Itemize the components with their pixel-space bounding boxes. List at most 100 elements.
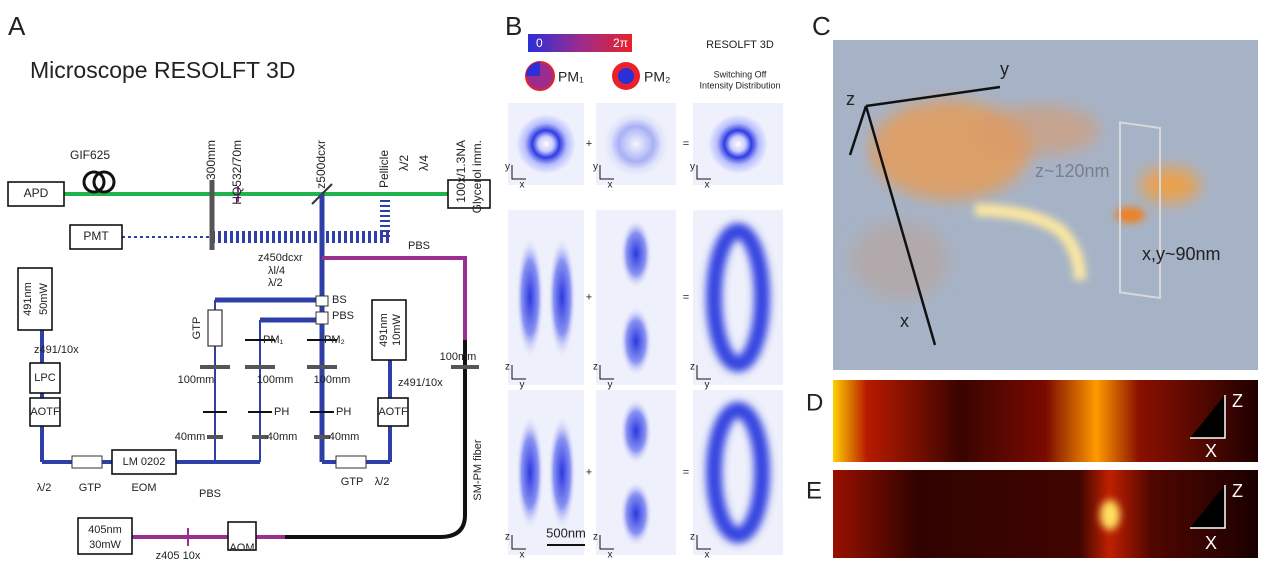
component-label: 100mm (440, 351, 477, 363)
axis-label: x (520, 180, 525, 191)
panel-b-images (508, 34, 783, 555)
component-label: λ/2 (268, 277, 283, 289)
axis-label: Z (1232, 391, 1243, 411)
component-label: PH (336, 406, 351, 418)
axis-label: Z (1232, 481, 1243, 501)
axis-label: z (593, 532, 598, 543)
psf-image (620, 398, 652, 464)
pm-label: PM₂ (644, 69, 670, 85)
axis-label: y (690, 162, 695, 173)
component-label: 100mm (257, 374, 294, 386)
component-label: PH (274, 406, 289, 418)
axis-label: x (900, 311, 909, 331)
axis-label: y (505, 162, 510, 173)
axis-label: x (705, 180, 710, 191)
axis-label: x (608, 180, 613, 191)
axis-label: X (1205, 533, 1217, 553)
component-label: PBS (332, 310, 354, 322)
panel-a-drawing (8, 172, 490, 554)
component-label: z450dcxr (258, 252, 303, 264)
axis-label: z (846, 89, 855, 109)
axis-label: z (593, 362, 598, 373)
component-label: GIF625 (70, 148, 110, 162)
panel-letter: B (505, 11, 522, 41)
figure: AMicroscope RESOLFT 3D GIF625 APD PMT 300mm H… (0, 0, 1264, 562)
psf-image (548, 415, 576, 531)
component-label: λ/4 (417, 155, 431, 171)
psf-image (516, 114, 576, 174)
operator: + (586, 138, 592, 150)
component-label: HQ532/70m (230, 140, 244, 205)
annotation: x,y~90nm (1142, 244, 1221, 264)
operator: = (683, 291, 689, 303)
component-label: 40mm (267, 431, 298, 443)
psf-image (516, 236, 544, 359)
colorbar-label: 0 (536, 36, 543, 50)
operator: + (586, 466, 592, 478)
component-label: Pellicle (377, 150, 391, 188)
component-label: z500dcxr (314, 140, 328, 189)
component-label: Glycerol imm. (470, 140, 484, 213)
component-label: λ/2 (375, 476, 390, 488)
panel-c-image (833, 40, 1258, 558)
component-label: λl/4 (268, 265, 285, 277)
component-label: z405 10x (156, 550, 201, 562)
pm-label: PM₁ (558, 69, 584, 85)
component-label: λ/2 (397, 155, 411, 171)
panel-title: Microscope RESOLFT 3D (30, 57, 295, 83)
psf-image (604, 112, 668, 176)
subtitle: Switching Off (714, 69, 767, 79)
component-label: BS (332, 294, 347, 306)
axis-label: x (705, 550, 710, 561)
axis-label: x (520, 550, 525, 561)
panel-letter: C (812, 11, 831, 41)
component-label: GTP (341, 476, 364, 488)
axis-label: y (1000, 59, 1009, 79)
axis-label: z (505, 532, 510, 543)
axis-label: z (690, 362, 695, 373)
colorbar-label: 2π (613, 36, 628, 50)
component-label: LPC (34, 372, 55, 384)
panel-letter: D (806, 389, 823, 416)
component-label: AOTF (30, 406, 60, 418)
component-label: AOM (229, 542, 254, 554)
component-label: PM₁ (263, 334, 284, 346)
component-label: 100x/1.3NA (454, 140, 468, 203)
component-label: 300mm (204, 140, 218, 180)
component-label: PM₂ (324, 334, 345, 346)
component-label: z491/10x (34, 344, 79, 356)
component-label: 491nm (22, 282, 34, 316)
component-label: PBS (408, 240, 430, 252)
component-label: 30mW (89, 539, 121, 551)
component-label: 50mW (38, 282, 50, 314)
component-label: GTP (191, 317, 203, 340)
component-label: z491/10x (398, 377, 443, 389)
psf-image (620, 306, 652, 376)
psf-image (620, 219, 652, 289)
subtitle: Intensity Distribution (699, 80, 780, 90)
component-label: EOM (131, 482, 156, 494)
psf-image (708, 114, 768, 174)
axis-label: z (690, 532, 695, 543)
operator: = (683, 466, 689, 478)
operator: + (586, 291, 592, 303)
component-label: APD (24, 186, 49, 200)
component-label: LM 0202 (123, 456, 166, 468)
component-label: 491nm (378, 313, 390, 347)
panel-letter: A (8, 11, 26, 41)
component-label: 100mm (178, 374, 215, 386)
component-label: 40mm (329, 431, 360, 443)
component-label: PMT (83, 229, 109, 243)
axis-label: y (593, 162, 598, 173)
component-label: SM-PM fiber (472, 439, 484, 500)
axis-label: X (1205, 441, 1217, 461)
component-label: 10mW (391, 313, 403, 345)
component-label: 405nm (88, 524, 122, 536)
component-label: GTP (79, 482, 102, 494)
component-label: PBS (199, 488, 221, 500)
psf-image (620, 481, 652, 547)
psf-image (516, 415, 544, 531)
axis-label: y (608, 380, 613, 391)
component-label: AOTF (378, 406, 408, 418)
component-label: λ/2 (37, 482, 52, 494)
